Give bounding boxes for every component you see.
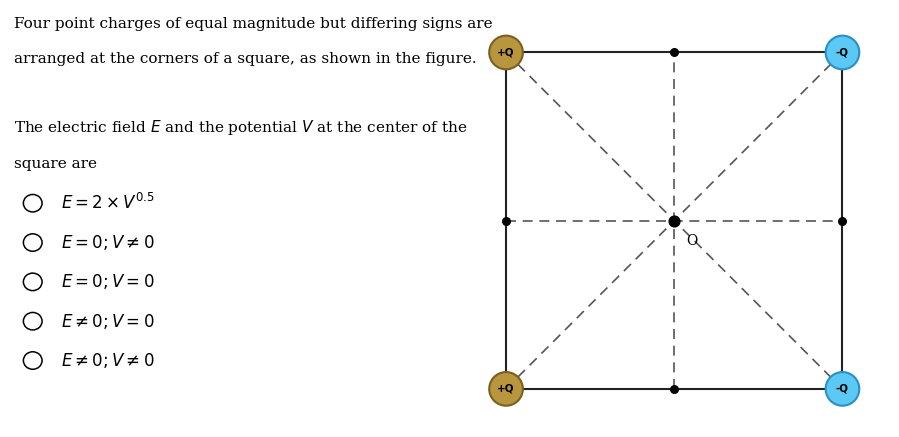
Text: square are: square are xyxy=(14,157,97,171)
Point xyxy=(667,217,681,224)
Text: -Q: -Q xyxy=(836,48,849,58)
Circle shape xyxy=(825,372,859,406)
Point xyxy=(835,217,850,224)
Text: +Q: +Q xyxy=(497,384,515,394)
Text: O: O xyxy=(686,234,698,248)
Text: arranged at the corners of a square, as shown in the figure.: arranged at the corners of a square, as … xyxy=(14,52,476,66)
Text: Four point charges of equal magnitude but differing signs are: Four point charges of equal magnitude bu… xyxy=(14,17,493,31)
Point xyxy=(667,385,681,392)
Point xyxy=(499,217,513,224)
Text: -Q: -Q xyxy=(836,384,849,394)
Circle shape xyxy=(825,36,859,69)
Circle shape xyxy=(489,372,523,406)
Text: $E = 2 \times V^{0.5}$: $E = 2 \times V^{0.5}$ xyxy=(61,193,155,213)
Text: $E = 0; V = 0$: $E = 0; V = 0$ xyxy=(61,272,155,291)
Circle shape xyxy=(489,36,523,69)
Text: $E \neq 0; V \neq 0$: $E \neq 0; V \neq 0$ xyxy=(61,351,155,370)
Text: $E = 0; V \neq 0$: $E = 0; V \neq 0$ xyxy=(61,233,155,252)
Point xyxy=(667,49,681,56)
Text: $E \neq 0; V = 0$: $E \neq 0; V = 0$ xyxy=(61,312,155,331)
Text: The electric field $E$ and the potential $V$ at the center of the: The electric field $E$ and the potential… xyxy=(14,118,467,137)
Text: +Q: +Q xyxy=(497,48,515,58)
